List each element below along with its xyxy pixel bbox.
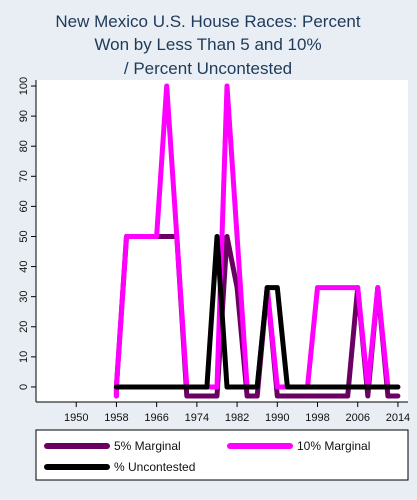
chart-title-line-2: Won by Less Than 5 and 10%: [94, 35, 321, 54]
y-axis: 0 10 20 30 40 50 60 70 80 90 100: [18, 77, 37, 402]
x-tick-label: 1950: [64, 412, 88, 424]
y-tick-label: 80: [18, 140, 30, 152]
legend-label-10-marginal: 10% Marginal: [297, 439, 370, 453]
y-tick-label: 60: [18, 200, 30, 212]
x-axis: 1950 1958 1966 1974 1982 1990 1998 2006 2014: [36, 401, 410, 424]
x-tick-label: 2006: [345, 412, 369, 424]
x-tick-label: 1990: [265, 412, 289, 424]
legend: 5% Marginal 10% Marginal % Uncontested: [44, 439, 370, 474]
x-tick-label: 1958: [104, 412, 128, 424]
x-tick-label: 2014: [386, 412, 410, 424]
legend-label-5-marginal: 5% Marginal: [114, 439, 181, 453]
y-tick-label: 50: [18, 230, 30, 242]
y-tick-label: 0: [18, 384, 30, 390]
x-tick-label: 1974: [185, 412, 209, 424]
legend-label-uncontested: % Uncontested: [114, 460, 195, 474]
y-tick-label: 20: [18, 321, 30, 333]
series-layer: [113, 83, 401, 399]
y-tick-label: 90: [18, 110, 30, 122]
x-tick-label: 1998: [305, 412, 329, 424]
y-tick-label: 10: [18, 351, 30, 363]
y-tick-label: 100: [18, 77, 30, 95]
chart-title-line-1: New Mexico U.S. House Races: Percent: [55, 12, 360, 31]
x-tick-label: 1982: [225, 412, 249, 424]
legend-box: [35, 429, 409, 481]
y-tick-label: 40: [18, 260, 30, 272]
x-tick-label: 1966: [144, 412, 168, 424]
y-tick-label: 30: [18, 291, 30, 303]
y-tick-label: 70: [18, 170, 30, 182]
series-line-uncontested: [113, 234, 401, 390]
chart-title-line-3: / Percent Uncontested: [124, 59, 292, 78]
